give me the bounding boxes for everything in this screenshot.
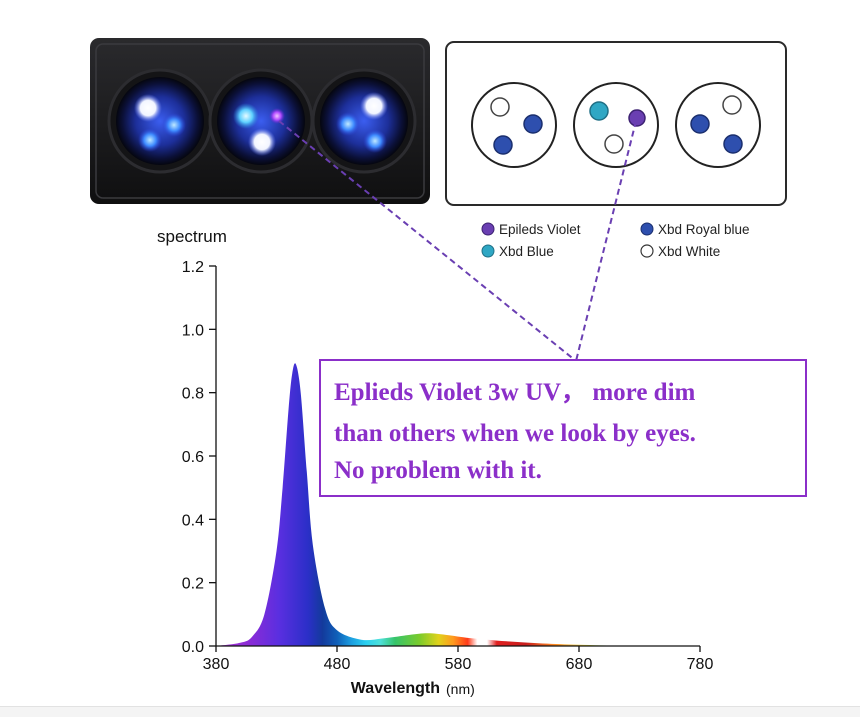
violet-led [628,109,646,127]
callout-line-3: No problem with it. [334,457,542,484]
legend-item-xbd-royal-blue: Xbd Royal blue [640,222,750,237]
callout-leader-line [278,120,577,362]
pod-lens [116,77,204,165]
white-led [134,94,162,122]
chart-title: spectrum [157,227,227,246]
white-led [490,97,510,117]
fixture-pod-2 [208,68,314,174]
led-layout-schematic [445,41,787,206]
x-tick-label: 680 [566,656,593,673]
fixture-pod-3 [311,68,417,174]
schematic-pod-2 [573,82,659,168]
x-tick-label: 780 [687,656,714,673]
pod-lens [320,77,408,165]
legend-swatch [481,244,495,258]
legend-item-epileds-violet: Epileds Violet [481,222,581,237]
legend-label: Xbd Royal blue [658,222,750,237]
callout-box [319,359,807,497]
y-tick-label: 0.2 [182,576,204,593]
royal-blue-led [690,114,710,134]
y-tick-label: 0.8 [182,386,204,403]
white-led [248,128,276,156]
legend-swatch [640,244,654,258]
x-axis-label: Wavelength [351,680,440,697]
pod-outline [573,82,659,168]
pod-lens [217,77,305,165]
y-tick-label: 1.0 [182,322,204,339]
violet-note-callout: Eplieds Violet 3w UV， more dim than othe… [319,359,807,497]
fixture-pod-1 [107,68,213,174]
led-legend: Epileds Violet Xbd Royal blue Xbd Blue X… [481,222,750,259]
y-tick-label: 1.2 [182,259,204,276]
legend-label: Epileds Violet [499,222,581,237]
y-tick-label: 0.6 [182,449,204,466]
x-axis-unit: (nm) [446,681,475,697]
spectrum-chart: spectrum 0.0 0.2 0.4 0.6 0.8 1.0 1.2 380 480 580… [157,227,713,697]
callout-leader-line [575,120,637,362]
royal-blue-led [523,114,543,134]
fixture-bezel [95,43,425,199]
spectrum-area [216,363,700,646]
white-led [722,95,742,115]
legend-item-xbd-white: Xbd White [640,244,720,259]
callout-line-2: than others when we look by eyes. [334,420,696,447]
legend-label: Xbd White [658,244,720,259]
schematic-pod-3 [675,82,761,168]
royal-blue-led [493,135,513,155]
legend-item-xbd-blue: Xbd Blue [481,244,554,259]
royal-blue-led [363,129,387,153]
x-axis-ticks: 380 480 580 680 780 [203,646,714,673]
violet-led [269,108,285,124]
legend-swatch [481,222,495,236]
x-tick-label: 480 [324,656,351,673]
white-led [604,134,624,154]
callout-line-1: Eplieds Violet 3w UV， more dim [334,379,696,406]
legend-swatch [640,222,654,236]
royal-blue-led [723,134,743,154]
y-tick-label: 0.0 [182,639,204,656]
white-led [360,92,388,120]
royal-blue-led [336,112,360,136]
blue-led [589,101,609,121]
fixture-photo [90,38,430,204]
royal-blue-led [162,113,186,137]
x-tick-label: 580 [445,656,472,673]
bottom-strip [0,706,860,717]
pod-outline [471,82,557,168]
legend-label: Xbd Blue [499,244,554,259]
x-tick-label: 380 [203,656,230,673]
y-axis-ticks: 0.0 0.2 0.4 0.6 0.8 1.0 1.2 [182,259,216,656]
royal-blue-led [138,128,162,152]
schematic-pod-1 [471,82,557,168]
y-tick-label: 0.4 [182,512,204,529]
pod-outline [675,82,761,168]
blue-led [233,103,259,129]
